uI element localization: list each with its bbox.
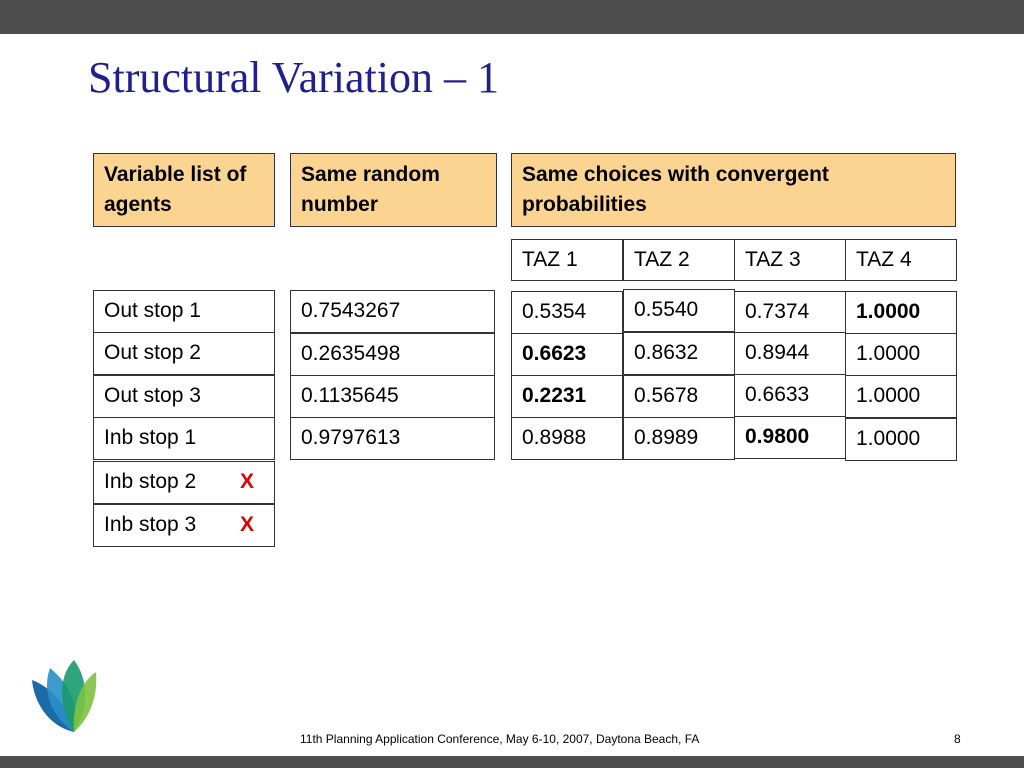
agent-row: Out stop 1 [93, 290, 275, 333]
taz-header-3: TAZ 3 [734, 239, 846, 281]
random-number: 0.1135645 [290, 375, 495, 418]
agent-row: Out stop 3 [93, 375, 275, 418]
prob-cell: 0.5540 [623, 289, 735, 332]
prob-cell: 0.8989 [623, 417, 735, 460]
prob-cell-chosen: 0.9800 [734, 416, 846, 459]
prob-cell-chosen: 0.6623 [511, 333, 623, 376]
prob-cell: 1.0000 [845, 375, 957, 418]
prob-cell: 0.6633 [734, 374, 846, 417]
footer-text: 11th Planning Application Conference, Ma… [300, 732, 700, 746]
agent-label: Inb stop 3 [104, 513, 197, 536]
header-variable-agents: Variable list of agents [93, 153, 275, 227]
random-number: 0.2635498 [290, 333, 495, 376]
taz-header-1: TAZ 1 [511, 239, 623, 281]
random-number: 0.7543267 [290, 290, 495, 333]
prob-cell: 1.0000 [845, 333, 957, 376]
prob-cell-chosen: 0.2231 [511, 375, 623, 418]
leaf-logo-icon [32, 660, 97, 732]
prob-cell: 0.5678 [623, 375, 735, 418]
slide-title: Structural Variation – 1 [88, 53, 499, 102]
agent-row-removed: Inb stop 3 X [93, 504, 275, 547]
removed-mark: X [240, 513, 255, 536]
bottom-bar [0, 756, 1024, 768]
agent-row: Out stop 2 [93, 332, 275, 375]
prob-cell: 0.5354 [511, 291, 623, 334]
prob-cell: 0.7374 [734, 291, 846, 334]
top-bar [0, 0, 1024, 34]
random-number: 0.9797613 [290, 417, 495, 460]
prob-cell: 0.8632 [623, 332, 735, 375]
prob-cell-chosen: 1.0000 [845, 291, 957, 334]
header-same-choices: Same choices with convergent probabiliti… [511, 153, 956, 227]
page-number: 8 [954, 732, 961, 746]
prob-cell: 0.8988 [511, 417, 623, 460]
taz-header-4: TAZ 4 [845, 239, 957, 281]
taz-header-2: TAZ 2 [623, 239, 735, 281]
header-same-random: Same random number [290, 153, 497, 227]
agent-row-removed: Inb stop 2 X [93, 461, 275, 504]
prob-cell: 0.8944 [734, 332, 846, 375]
agent-label: Inb stop 2 [104, 470, 197, 493]
prob-cell: 1.0000 [845, 418, 957, 461]
removed-mark: X [240, 470, 255, 493]
agent-row: Inb stop 1 [93, 417, 275, 460]
